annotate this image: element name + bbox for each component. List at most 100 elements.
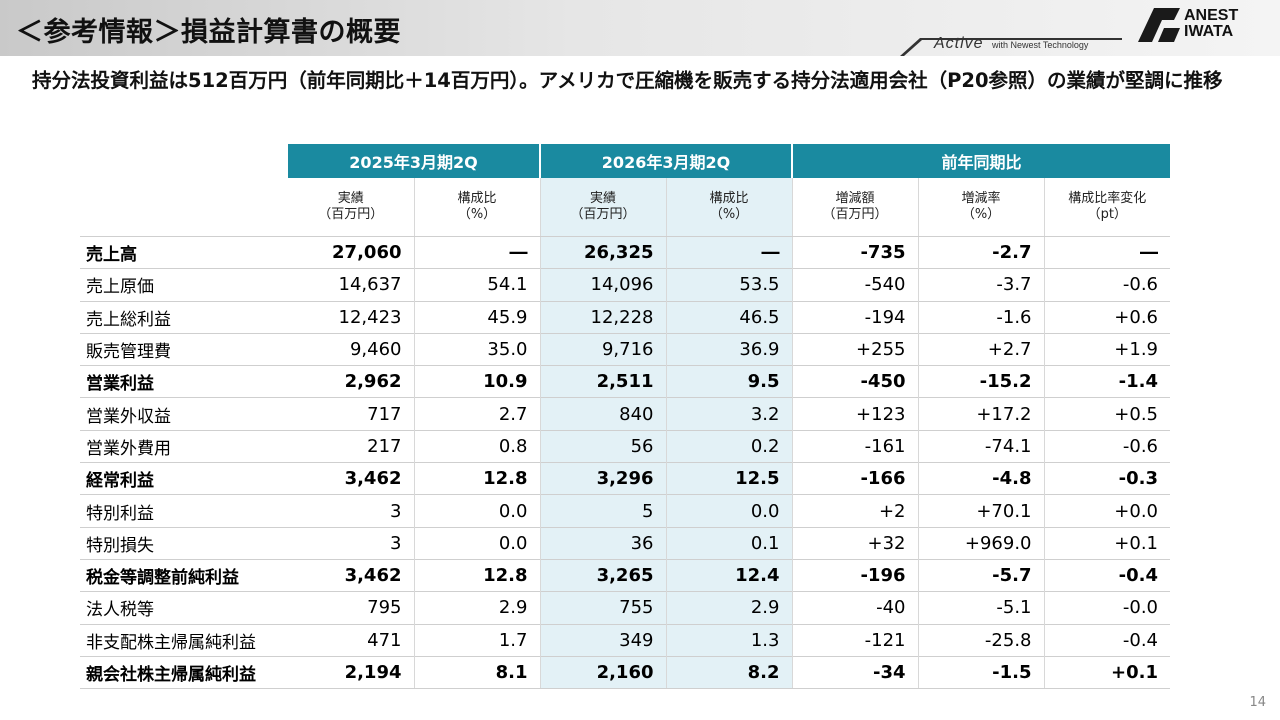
table-cell: 10.9 <box>414 365 541 398</box>
table-cell: 53.5 <box>666 268 793 302</box>
table-cell: +1.9 <box>1044 332 1171 366</box>
table-cell: +2 <box>792 494 919 528</box>
table-cell: +17.2 <box>918 397 1045 431</box>
group-header-yoy: 前年同期比 <box>792 144 1171 178</box>
group-header-fy2026: 2026年3月期2Q <box>540 144 793 178</box>
column-header-unit: （%） <box>457 207 497 222</box>
table-cell: 2.7 <box>414 397 541 431</box>
column-header: 実績 （百万円） <box>288 178 415 237</box>
row-label: 売上高 <box>80 235 288 269</box>
income-statement-table: 2025年3月期2Q 2026年3月期2Q 前年同期比 実績 （百万円） 構成比 （%… <box>80 144 1171 690</box>
column-header-unit: （%） <box>961 207 1001 222</box>
table-cell: +70.1 <box>918 494 1045 528</box>
table-cell: -0.0 <box>1044 591 1171 625</box>
table-cell: 3 <box>288 494 415 528</box>
row-label: 売上総利益 <box>80 300 288 334</box>
table-cell: 2.9 <box>666 591 793 625</box>
table-row: 営業外費用 217 0.8 56 0.2 -161 -74.1 -0.6 <box>80 429 1171 463</box>
row-label: 特別利益 <box>80 494 288 528</box>
table-cell: 349 <box>540 623 667 657</box>
row-label: 税金等調整前純利益 <box>80 558 288 592</box>
table-cell: 3.2 <box>666 397 793 431</box>
column-header: 構成比 （%） <box>666 178 793 237</box>
table-cell: 35.0 <box>414 332 541 366</box>
table-cell: ― <box>666 235 793 269</box>
table-cell: 12.5 <box>666 462 793 495</box>
column-header-name: 増減率 <box>961 191 1001 206</box>
table-row: 非支配株主帰属純利益 471 1.7 349 1.3 -121 -25.8 -0.4 <box>80 623 1171 657</box>
table-cell: 54.1 <box>414 268 541 302</box>
table-cell: 0.0 <box>666 494 793 528</box>
table-row: 税金等調整前純利益 3,462 12.8 3,265 12.4 -196 -5.7 -0.4 <box>80 558 1171 592</box>
table-cell: -196 <box>792 558 919 592</box>
column-header: 実績 （百万円） <box>540 178 667 237</box>
table-cell: ― <box>414 235 541 269</box>
active-logo-text: Active <box>934 35 984 52</box>
row-label: 特別損失 <box>80 526 288 560</box>
row-label: 非支配株主帰属純利益 <box>80 623 288 657</box>
table-cell: 12.8 <box>414 558 541 592</box>
column-header-name: 構成比 <box>709 191 749 206</box>
row-label: 売上原価 <box>80 268 288 302</box>
table-cell: +123 <box>792 397 919 431</box>
column-header: 構成比 （%） <box>414 178 541 237</box>
table-cell: 12,228 <box>540 300 667 334</box>
table-cell: -5.7 <box>918 558 1045 592</box>
company-logo: ANEST IWATA <box>1138 8 1268 42</box>
table-cell: +32 <box>792 526 919 560</box>
table-cell: 12,423 <box>288 300 415 334</box>
table-cell: -0.6 <box>1044 268 1171 302</box>
table-cell: +0.6 <box>1044 300 1171 334</box>
table-cell: 8.1 <box>414 655 541 690</box>
table-cell: 3 <box>288 526 415 560</box>
table-cell: 9.5 <box>666 365 793 398</box>
table-cell: +255 <box>792 332 919 366</box>
table-cell: -1.4 <box>1044 365 1171 398</box>
table-cell: 5 <box>540 494 667 528</box>
table-cell: -0.4 <box>1044 558 1171 592</box>
table-cell: 840 <box>540 397 667 431</box>
table-row: 販売管理費 9,460 35.0 9,716 36.9 +255 +2.7 +1.9 <box>80 332 1171 366</box>
table-cell: -0.4 <box>1044 623 1171 657</box>
table-cell: 9,460 <box>288 332 415 366</box>
column-header-unit: （百万円） <box>570 207 636 222</box>
table-cell: 471 <box>288 623 415 657</box>
table-cell: -5.1 <box>918 591 1045 625</box>
table-row: 営業利益 2,962 10.9 2,511 9.5 -450 -15.2 -1.4 <box>80 365 1171 398</box>
table-cell: 1.3 <box>666 623 793 657</box>
table-cell: -121 <box>792 623 919 657</box>
table-cell: 0.2 <box>666 429 793 463</box>
table-cell: -74.1 <box>918 429 1045 463</box>
table-cell: -2.7 <box>918 235 1045 269</box>
table-cell: 0.0 <box>414 494 541 528</box>
table-cell: 36.9 <box>666 332 793 366</box>
column-header-name: 実績 <box>589 191 616 206</box>
group-header-fy2025: 2025年3月期2Q <box>288 144 541 178</box>
header-bar: ＜参考情報＞損益計算書の概要 Active with Newest Techno… <box>0 0 1280 56</box>
table-cell: -540 <box>792 268 919 302</box>
table-cell: 27,060 <box>288 235 415 269</box>
column-header-name: 構成比率変化 <box>1068 191 1147 206</box>
table-cell: 1.7 <box>414 623 541 657</box>
row-label: 販売管理費 <box>80 332 288 366</box>
column-header-unit: （百万円） <box>822 207 888 222</box>
table-cell: 56 <box>540 429 667 463</box>
table-row: 特別利益 3 0.0 5 0.0 +2 +70.1 +0.0 <box>80 494 1171 528</box>
table-cell: 717 <box>288 397 415 431</box>
table-cell: 0.8 <box>414 429 541 463</box>
table-row: 法人税等 795 2.9 755 2.9 -40 -5.1 -0.0 <box>80 591 1171 625</box>
table-cell: 0.1 <box>666 526 793 560</box>
table-cell: 45.9 <box>414 300 541 334</box>
table-cell: +0.1 <box>1044 526 1171 560</box>
table-cell: 0.0 <box>414 526 541 560</box>
table-cell: -166 <box>792 462 919 495</box>
row-label: 法人税等 <box>80 591 288 625</box>
table-cell: -34 <box>792 655 919 690</box>
table-cell: 12.4 <box>666 558 793 592</box>
page-title: ＜参考情報＞損益計算書の概要 <box>16 17 401 48</box>
table-row: 親会社株主帰属純利益 2,194 8.1 2,160 8.2 -34 -1.5 +0.1 <box>80 655 1171 690</box>
table-cell: +2.7 <box>918 332 1045 366</box>
table-cell: 2,160 <box>540 655 667 690</box>
company-name-line2: IWATA <box>1184 23 1234 40</box>
table-cell: -1.6 <box>918 300 1045 334</box>
